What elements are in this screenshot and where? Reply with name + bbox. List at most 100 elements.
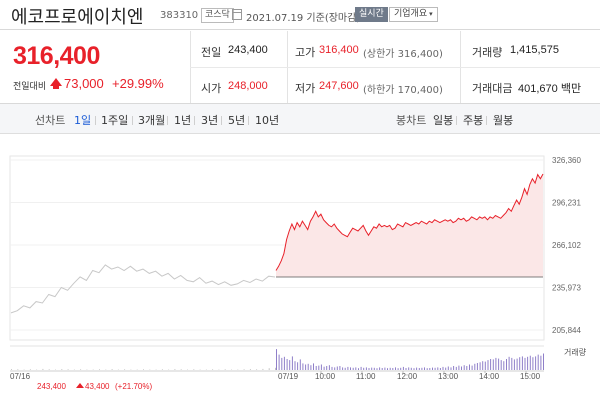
divider xyxy=(190,67,600,68)
prev-day-close: 243,400 xyxy=(37,382,66,391)
period-1d[interactable]: 1일 xyxy=(74,114,92,127)
period-10y[interactable]: 10년 xyxy=(255,114,280,127)
x-tick-label: 07/16 xyxy=(10,372,31,381)
turnover-label: 거래대금 xyxy=(472,82,513,95)
x-tick-label: 11:00 xyxy=(356,372,376,381)
volume-bar xyxy=(413,368,415,370)
line-chart-label: 선차트 xyxy=(35,114,66,127)
company-overview-button[interactable]: 기업개요 ▾ xyxy=(389,7,438,22)
high-label: 고가 xyxy=(295,46,316,59)
change-label: 전일대비 xyxy=(13,82,47,92)
volume-bar xyxy=(313,363,314,370)
volume-bar xyxy=(323,366,325,370)
stock-header xyxy=(0,0,600,30)
volume-bar xyxy=(511,357,513,370)
y-tick-label: 326,360 xyxy=(552,156,581,165)
volume-bar xyxy=(455,366,457,370)
volume-bar xyxy=(193,369,195,370)
low-label: 저가 xyxy=(295,82,316,95)
volume-bar xyxy=(243,369,245,370)
volume-bar xyxy=(350,367,351,370)
volume-bar xyxy=(174,369,176,370)
volume-bar xyxy=(61,369,63,370)
volume-bar xyxy=(474,363,476,370)
volume-bar xyxy=(342,367,344,370)
period-5y[interactable]: 5년 xyxy=(228,114,246,127)
volume-bar xyxy=(447,366,449,370)
period-bar xyxy=(0,104,600,134)
volume-bar xyxy=(524,357,526,370)
volume-value: 1,415,575 xyxy=(510,44,559,56)
volume-bar xyxy=(318,365,320,370)
volume-bar xyxy=(180,369,182,370)
volume-bar xyxy=(495,357,497,370)
volume-bar xyxy=(384,367,386,370)
volume-bar xyxy=(543,353,544,370)
volume-bar xyxy=(381,368,383,370)
volume-bar xyxy=(466,366,468,370)
candle-weekly[interactable]: 주봉 xyxy=(463,114,484,127)
volume-bar xyxy=(275,367,276,370)
current-price: 316,400 xyxy=(13,42,100,70)
volume-bar xyxy=(503,361,505,370)
divider xyxy=(486,116,487,125)
volume-bar xyxy=(476,363,478,370)
prev-day-change: 43,400 xyxy=(85,382,110,391)
period-1y[interactable]: 1년 xyxy=(174,114,192,127)
lower-limit: (하한가 170,400) xyxy=(363,85,443,96)
divider xyxy=(248,116,249,125)
volume-bar xyxy=(397,368,399,370)
change-value: 73,000 xyxy=(64,76,104,91)
volume-bar xyxy=(99,369,100,370)
candle-monthly[interactable]: 월봉 xyxy=(493,114,514,127)
divider xyxy=(132,116,133,125)
volume-bar xyxy=(315,366,317,370)
volume-bar xyxy=(450,367,452,370)
volume-bar xyxy=(479,362,481,370)
volume-axis-label: 거래량 xyxy=(564,347,587,357)
volume-bar xyxy=(360,366,362,370)
divider xyxy=(95,116,96,125)
candle-chart-label: 봉차트 xyxy=(396,114,427,127)
volume-bar xyxy=(339,366,341,370)
volume-bar xyxy=(432,367,433,370)
volume-bar xyxy=(469,364,470,370)
volume-bar xyxy=(262,368,264,370)
volume-bar xyxy=(442,366,444,370)
x-tick-label: 14:00 xyxy=(479,372,500,381)
volume-bar xyxy=(111,369,113,370)
volume-bar xyxy=(376,368,378,370)
volume-bar xyxy=(513,359,515,370)
realtime-button[interactable]: 실시간 xyxy=(355,7,388,22)
volume-bar xyxy=(434,367,436,370)
arrow-up-icon xyxy=(76,383,84,388)
volume-bar xyxy=(461,366,462,370)
prev-close-value: 243,400 xyxy=(228,44,268,56)
period-3y[interactable]: 3년 xyxy=(201,114,219,127)
y-tick-label: 235,973 xyxy=(552,284,581,293)
chevron-down-icon: ▾ xyxy=(429,10,433,18)
volume-bar xyxy=(278,354,280,370)
volume-bar xyxy=(519,357,521,370)
period-1w[interactable]: 1주일 xyxy=(101,114,129,127)
volume-bar xyxy=(389,367,391,370)
volume-bar xyxy=(387,368,388,370)
period-3m[interactable]: 3개월 xyxy=(138,114,166,127)
volume-bar xyxy=(421,367,423,370)
volume-bar xyxy=(331,366,333,370)
open-label: 시가 xyxy=(201,82,222,95)
volume-bar xyxy=(392,368,394,370)
volume-bar xyxy=(416,367,418,370)
volume-bar xyxy=(529,355,531,370)
x-tick-label: 15:00 xyxy=(520,372,541,381)
volume-bar xyxy=(527,356,529,370)
candle-daily[interactable]: 일봉 xyxy=(433,114,454,127)
volume-bar xyxy=(212,369,214,370)
volume-bar xyxy=(424,367,425,370)
volume-bar xyxy=(161,369,163,370)
y-tick-label: 296,231 xyxy=(552,199,581,208)
volume-bar xyxy=(437,367,439,370)
volume-bar xyxy=(498,358,500,370)
volume-bar xyxy=(256,369,258,370)
